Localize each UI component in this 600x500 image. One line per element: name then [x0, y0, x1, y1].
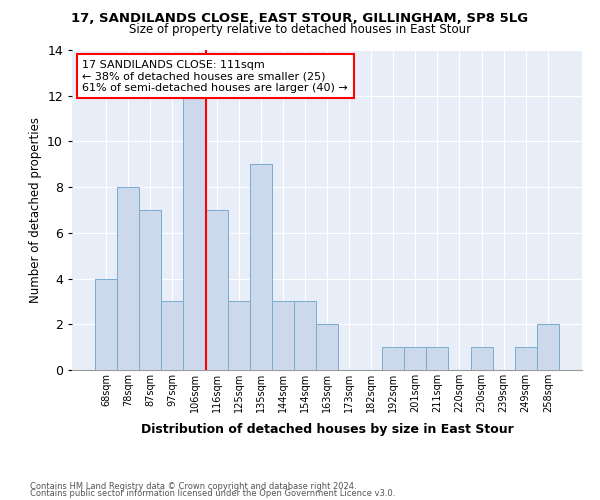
Bar [117, 187, 139, 370]
Bar [427, 347, 448, 370]
Text: 17, SANDILANDS CLOSE, EAST STOUR, GILLINGHAM, SP8 5LG: 17, SANDILANDS CLOSE, EAST STOUR, GILLIN… [71, 12, 529, 26]
Bar [227, 302, 250, 370]
X-axis label: Distribution of detached houses by size in East Stour: Distribution of detached houses by size … [140, 424, 514, 436]
Text: 17 SANDILANDS CLOSE: 111sqm
← 38% of detached houses are smaller (25)
61% of sem: 17 SANDILANDS CLOSE: 111sqm ← 38% of det… [82, 60, 348, 93]
Text: Contains public sector information licensed under the Open Government Licence v3: Contains public sector information licen… [30, 489, 395, 498]
Y-axis label: Number of detached properties: Number of detached properties [29, 117, 41, 303]
Bar [515, 347, 537, 370]
Bar [382, 347, 404, 370]
Bar [161, 302, 184, 370]
Bar [404, 347, 427, 370]
Text: Contains HM Land Registry data © Crown copyright and database right 2024.: Contains HM Land Registry data © Crown c… [30, 482, 356, 491]
Bar [250, 164, 272, 370]
Bar [470, 347, 493, 370]
Bar [184, 96, 206, 370]
Bar [294, 302, 316, 370]
Bar [206, 210, 227, 370]
Bar [316, 324, 338, 370]
Text: Size of property relative to detached houses in East Stour: Size of property relative to detached ho… [129, 22, 471, 36]
Bar [95, 278, 117, 370]
Bar [139, 210, 161, 370]
Bar [272, 302, 294, 370]
Bar [537, 324, 559, 370]
